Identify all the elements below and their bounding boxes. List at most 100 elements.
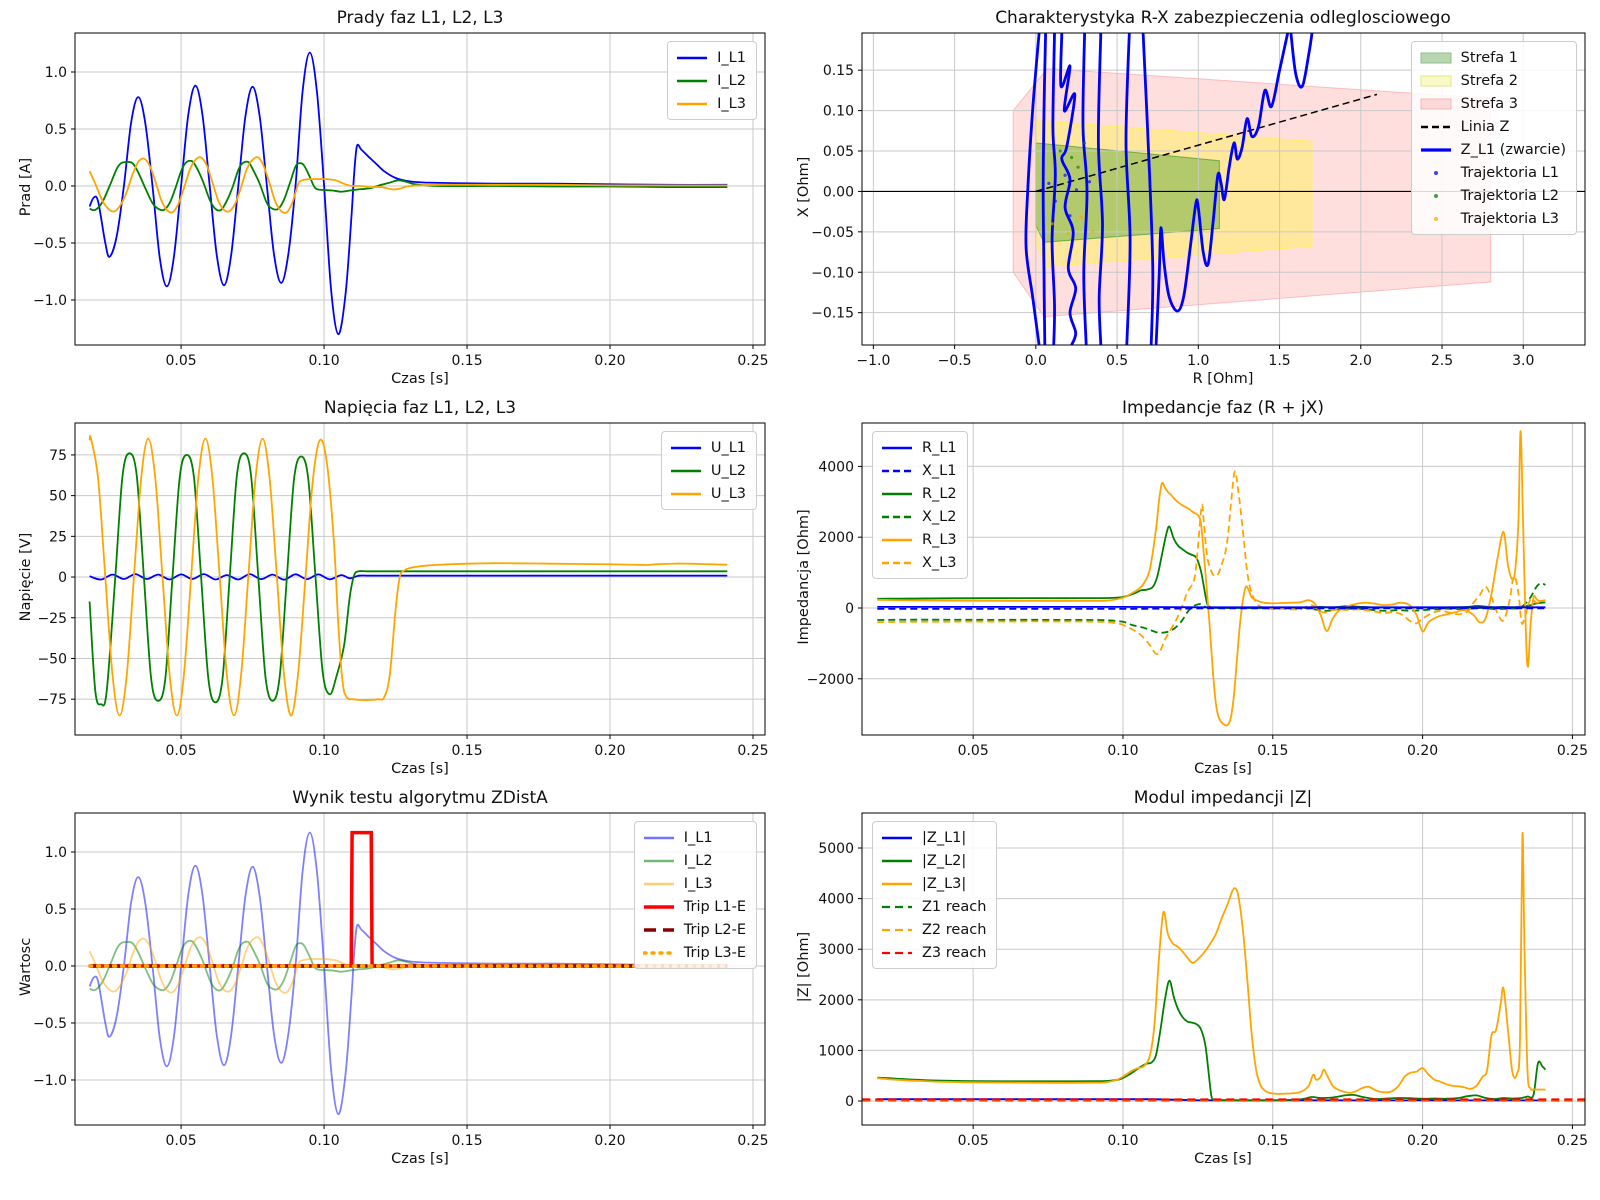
legend-item: Trip L3-E (642, 942, 746, 963)
legend-label: U_L2 (710, 462, 746, 479)
legend-swatch-line (882, 515, 912, 518)
series-trip-l1-e (89, 830, 728, 968)
legend-item: I_L3 (676, 93, 746, 114)
tick-label-y: −2000 (807, 672, 854, 688)
series-z_l1-(zwarcie) (1050, 33, 1057, 345)
tick-label-y: −75 (37, 692, 67, 708)
y-axis-label-voltages: Napięcie [V] (18, 532, 34, 622)
legend-item: Linia Z (1420, 116, 1566, 137)
tick-label-y: 50 (49, 489, 67, 505)
tick-label-x: 1.5 (1268, 353, 1290, 369)
tick-label-y: 0.00 (823, 184, 854, 200)
legend-item: Z2 reach (881, 919, 986, 940)
legend-swatch-patch (1420, 75, 1452, 86)
legend-swatch-line (677, 102, 708, 105)
tick-label-x: 0.10 (1107, 743, 1138, 759)
tick-label-x: 0.05 (166, 743, 197, 759)
legend-label: Trajektoria L1 (1460, 164, 1559, 181)
legend-item: Z_L1 (zwarcie) (1420, 139, 1566, 160)
chart-title-impedances: Impedancje faz (R + jX) (1122, 398, 1324, 418)
legend-item: R_L1 (881, 437, 957, 458)
legend-label: Trip L3-E (683, 944, 746, 961)
legend-item: Trip L1-E (643, 896, 746, 917)
legend-label: I_L3 (683, 875, 713, 892)
legend-item: Strefa 3 (1420, 93, 1566, 114)
tick-label-y: 4000 (818, 459, 854, 475)
legend-item: I_L2 (676, 70, 746, 91)
series-z_l1-(zwarcie) (1289, 33, 1314, 89)
panel-currents: 0.05 0.10 0.15 0.20 0.25 −1.0 −0.5 0.0 0.5 1.0 (33, 32, 769, 369)
marker-trajektoria-l1 (1087, 180, 1092, 184)
tick-label-y: 0.05 (823, 144, 854, 160)
axes-frame (861, 422, 1586, 736)
tick-label-x: 0.15 (451, 1133, 482, 1149)
legend-label: Trip L2-E (683, 921, 746, 938)
legend-item: Trajektoria L2 (1420, 185, 1566, 206)
series-i_l1 (88, 831, 728, 1116)
tick-label-x: 0.15 (451, 743, 482, 759)
y-axis-label-zmod: |Z| [Ohm] (796, 931, 812, 1003)
marker-trajektoria-l1 (1047, 181, 1051, 185)
legend-item: Z1 reach (881, 896, 986, 917)
legend-label: R_L3 (922, 531, 957, 548)
legend-swatch-line (643, 836, 674, 839)
legend-label: R_L1 (922, 439, 957, 456)
legend-item: Trip L2-E (643, 919, 746, 940)
axes-frame (861, 812, 1586, 1126)
legend-label: |Z_L2| (922, 852, 967, 869)
chart-title-rx: Charakterystyka R-X zabezpieczenia odleg… (995, 8, 1451, 28)
tick-label-y: −0.15 (811, 306, 854, 322)
y-axis-label-zdista: Wartosc (18, 937, 34, 997)
series-z_l1-(zwarcie) (1081, 33, 1089, 345)
tick-label-x: 0.15 (451, 353, 482, 369)
legend-item: I_L1 (676, 47, 746, 68)
tick-label-y: −25 (37, 611, 67, 627)
legend-item: Strefa 2 (1420, 70, 1566, 91)
y-axis-label-rx: X [Ohm] (796, 156, 812, 218)
tick-label-x: 0.15 (1257, 1133, 1288, 1149)
tick-label-x: 0.05 (958, 743, 989, 759)
legend-swatch-patch (1420, 98, 1452, 109)
tick-label-y: 0.5 (45, 122, 67, 138)
legend-swatch-line (643, 904, 674, 909)
legend-swatch-line (677, 56, 708, 59)
series-u_l1 (89, 573, 728, 581)
axes-frame (74, 32, 766, 346)
tick-label-x: 0.15 (1257, 743, 1288, 759)
tick-label-x: −1.0 (856, 353, 890, 369)
legend-swatch-line (882, 561, 912, 564)
panel-zdista: 0.05 0.10 0.15 0.20 0.25 −1.0 −0.5 0.0 0.5 1.0 (33, 812, 769, 1149)
tick-label-y: 0.5 (45, 902, 67, 918)
x-axis-label-voltages: Czas [s] (391, 761, 449, 777)
legend-label: Strefa 3 (1460, 95, 1518, 112)
tick-label-y: 0 (845, 601, 854, 617)
legend-swatch-line (882, 882, 912, 885)
tick-label-x: 0.05 (166, 1133, 197, 1149)
ref-line-linia-z (1035, 93, 1378, 193)
legend-item: I_L2 (643, 850, 746, 871)
legend-swatch-line (882, 538, 912, 541)
tick-label-y: 1.0 (45, 845, 67, 861)
marker-trajektoria-l2 (1069, 155, 1074, 160)
tick-label-x: 0.25 (737, 1133, 768, 1149)
legend-item: Strefa 1 (1420, 47, 1566, 68)
legend-swatch-line (882, 928, 912, 931)
tick-label-x: 0.25 (1557, 743, 1588, 759)
x-axis-label-rx: R [Ohm] (1192, 371, 1254, 387)
series-z_l1-(zwarcie) (1141, 33, 1155, 345)
legend-swatch-line (882, 492, 912, 495)
tick-label-x: 0.05 (958, 1133, 989, 1149)
legend-item: Trajektoria L1 (1420, 162, 1566, 183)
tick-label-x: 0.20 (1407, 743, 1438, 759)
chart-title-zdista: Wynik testu algorytmu ZDistA (292, 788, 548, 808)
legend-label: R_L2 (922, 485, 957, 502)
legend-label: U_L1 (710, 439, 746, 456)
tick-label-x: 0.10 (308, 353, 339, 369)
legend-item: U_L3 (670, 483, 746, 504)
legend-label: I_L1 (717, 49, 746, 66)
legend-label: I_L2 (683, 852, 713, 869)
panel-zmod: 0.05 0.10 0.15 0.20 0.25 0 1000 2000 3000 4000 500… (818, 812, 1588, 1149)
tick-label-x: 0.10 (308, 743, 339, 759)
legend-swatch-line (882, 951, 912, 954)
axes-frame (74, 422, 766, 736)
